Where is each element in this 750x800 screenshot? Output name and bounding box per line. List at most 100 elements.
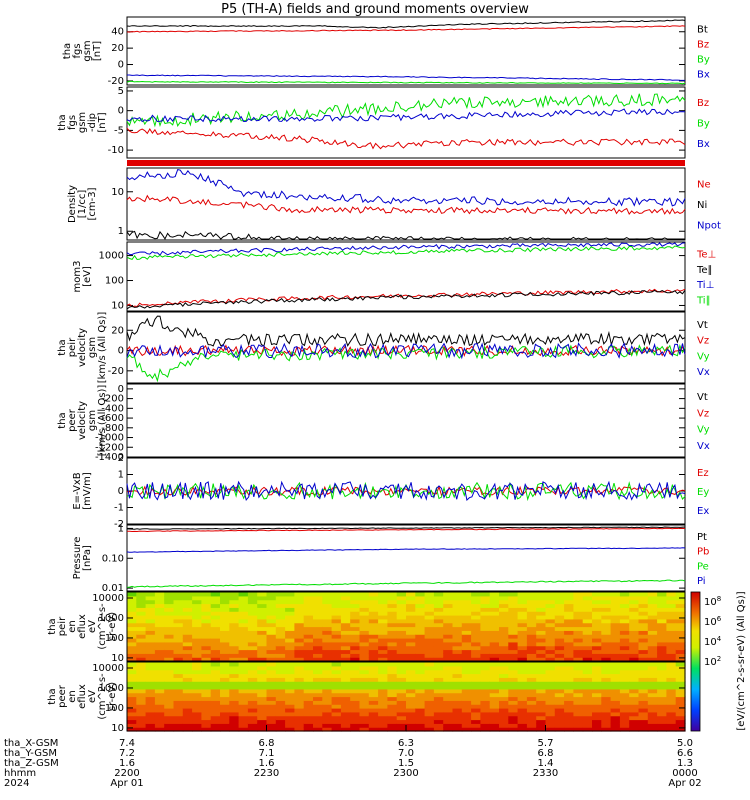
heatmap-cell [247, 665, 258, 671]
heatmap-cell [657, 618, 667, 624]
panel-frame [126, 591, 686, 662]
heatmap-cell [675, 719, 686, 724]
legend-label: Vt [697, 392, 708, 403]
heatmap-cell [220, 688, 230, 694]
heatmap-cell [201, 599, 212, 605]
heatmap-cell [629, 692, 640, 698]
heatmap-cell [452, 592, 463, 597]
heatmap-cell [303, 592, 314, 597]
heatmap-cell [210, 634, 221, 639]
heatmap-cell [573, 715, 584, 721]
heatmap-cell [443, 696, 454, 701]
heatmap-cell [229, 696, 240, 701]
heatmap-cell [675, 645, 686, 651]
heatmap-cell [564, 677, 574, 682]
heatmap-cell [554, 645, 565, 651]
heatmap-cell [266, 723, 277, 728]
heatmap-cell [396, 677, 407, 682]
heatmap-cell [238, 681, 249, 686]
heatmap-cell [601, 611, 612, 616]
heatmap-cell [368, 673, 379, 678]
heatmap-cell [220, 622, 230, 628]
heatmap-cell [294, 715, 305, 721]
heatmap-cell [182, 645, 193, 651]
heatmap-cell [452, 688, 463, 694]
heatmap-cell [489, 700, 500, 705]
heatmap-cell [368, 622, 379, 628]
heatmap-cell [210, 696, 221, 701]
y-axis-label: [1/cc] [77, 190, 88, 219]
heatmap-cell [182, 626, 193, 631]
heatmap-cell [480, 665, 491, 671]
heatmap-cell [257, 719, 268, 724]
heatmap-cell [629, 607, 640, 612]
y-axis-label: peer [57, 684, 68, 708]
heatmap-cell [396, 723, 407, 728]
heatmap-cell [424, 681, 435, 686]
heatmap-cell [517, 685, 528, 690]
heatmap-cell [666, 595, 677, 601]
heatmap-cell [564, 715, 574, 721]
heatmap-cell [480, 638, 491, 643]
heatmap-cell [592, 630, 602, 635]
heatmap-cell [471, 638, 481, 643]
legend-label: Vy [697, 351, 710, 362]
heatmap-cell [526, 626, 537, 631]
heatmap-cell [452, 692, 463, 698]
heatmap-cell [433, 685, 444, 690]
heatmap-cell [499, 681, 509, 686]
heatmap-cell [210, 673, 221, 678]
heatmap-cell [247, 611, 258, 616]
heatmap-cell [201, 688, 212, 694]
y-tick-label: 20 [111, 325, 124, 336]
heatmap-cell [229, 592, 240, 597]
heatmap-cell [387, 657, 398, 662]
heatmap-cell [247, 700, 258, 705]
heatmap-cell [182, 711, 193, 717]
heatmap-cell [182, 599, 193, 605]
heatmap-cell [601, 657, 612, 662]
heatmap-cell [313, 641, 323, 647]
heatmap-cell [461, 622, 472, 628]
heatmap-cell [340, 611, 351, 616]
heatmap-cell [340, 603, 351, 608]
heatmap-cell [480, 715, 491, 721]
heatmap-cell [285, 592, 295, 597]
heatmap-cell [322, 711, 333, 717]
heatmap-cell [619, 607, 630, 612]
heatmap-cell [210, 715, 221, 721]
heatmap-cell [145, 696, 156, 701]
heatmap-cell [350, 641, 361, 647]
heatmap-cell [322, 618, 333, 624]
y-tick-label: 10000 [92, 663, 124, 674]
heatmap-cell [443, 700, 454, 705]
heatmap-cell [396, 727, 407, 732]
heatmap-cell [238, 723, 249, 728]
heatmap-cell [554, 669, 565, 675]
heatmap-cell [452, 615, 463, 620]
heatmap-cell [127, 662, 137, 667]
heatmap-cell [285, 692, 295, 698]
heatmap-cell [610, 653, 621, 658]
heatmap-cell [638, 645, 649, 651]
legend-label: Ti∥ [696, 296, 711, 307]
heatmap-cell [340, 700, 351, 705]
heatmap-cell [499, 638, 509, 643]
heatmap-cell [508, 607, 519, 612]
heatmap-cell [657, 700, 667, 705]
heatmap-cell [536, 611, 547, 616]
heatmap-cell [610, 677, 621, 682]
heatmap-cell [275, 603, 286, 608]
heatmap-cell [136, 681, 147, 686]
orbit-row-label: tha_Z-GSM [4, 758, 59, 769]
series-line-Ez [126, 485, 686, 497]
heatmap-cell [480, 685, 491, 690]
heatmap-cell [601, 645, 612, 651]
heatmap-cell [136, 719, 147, 724]
heatmap-cell [387, 638, 398, 643]
heatmap-cell [173, 669, 184, 675]
heatmap-cell [220, 723, 230, 728]
heatmap-cell [508, 615, 519, 620]
heatmap-cell [526, 611, 537, 616]
heatmap-cell [378, 677, 388, 682]
